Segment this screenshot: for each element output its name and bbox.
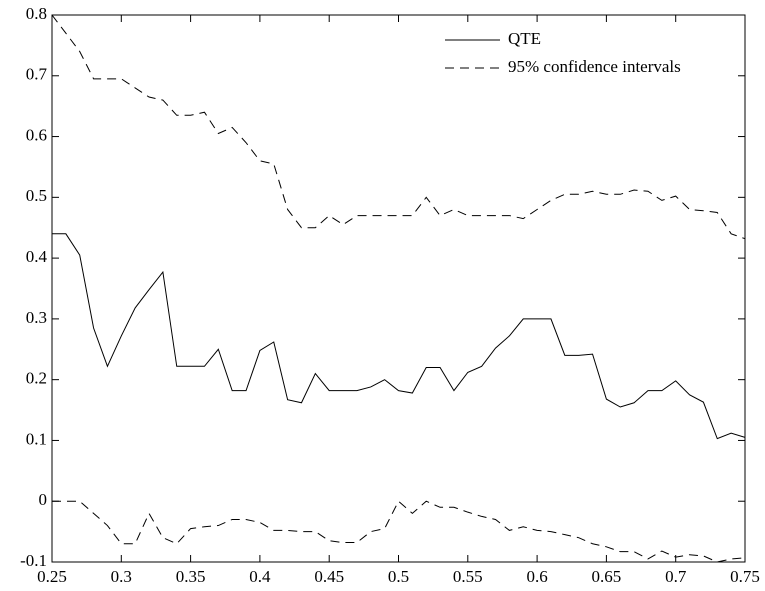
x-tick-label: 0.55 <box>453 567 483 586</box>
y-tick-label: 0.8 <box>26 4 47 23</box>
x-tick-label: 0.35 <box>176 567 206 586</box>
legend-label: 95% confidence intervals <box>508 57 681 76</box>
x-tick-label: 0.5 <box>388 567 409 586</box>
x-tick-label: 0.4 <box>249 567 271 586</box>
y-tick-label: 0.2 <box>26 369 47 388</box>
y-tick-label: 0.6 <box>26 125 47 144</box>
x-tick-label: 0.7 <box>665 567 687 586</box>
x-tick-label: 0.75 <box>730 567 760 586</box>
y-tick-label: 0.3 <box>26 308 47 327</box>
y-tick-label: 0.5 <box>26 186 47 205</box>
series-line <box>52 233 746 440</box>
y-tick-label: 0.4 <box>26 247 48 266</box>
legend-label: QTE <box>508 29 541 48</box>
y-tick-label: 0 <box>39 490 48 509</box>
y-tick-label: -0.1 <box>20 551 47 570</box>
y-tick-label: 0.1 <box>26 429 47 448</box>
plot-frame <box>51 14 746 563</box>
x-tick-label: 0.6 <box>526 567 547 586</box>
series-line <box>52 500 746 563</box>
series-line <box>51 14 746 240</box>
x-tick-label: 0.3 <box>111 567 132 586</box>
x-tick-label: 0.45 <box>314 567 344 586</box>
x-tick-label: 0.65 <box>592 567 622 586</box>
x-tick-label: 0.25 <box>37 567 67 586</box>
y-tick-label: 0.7 <box>26 65 48 84</box>
